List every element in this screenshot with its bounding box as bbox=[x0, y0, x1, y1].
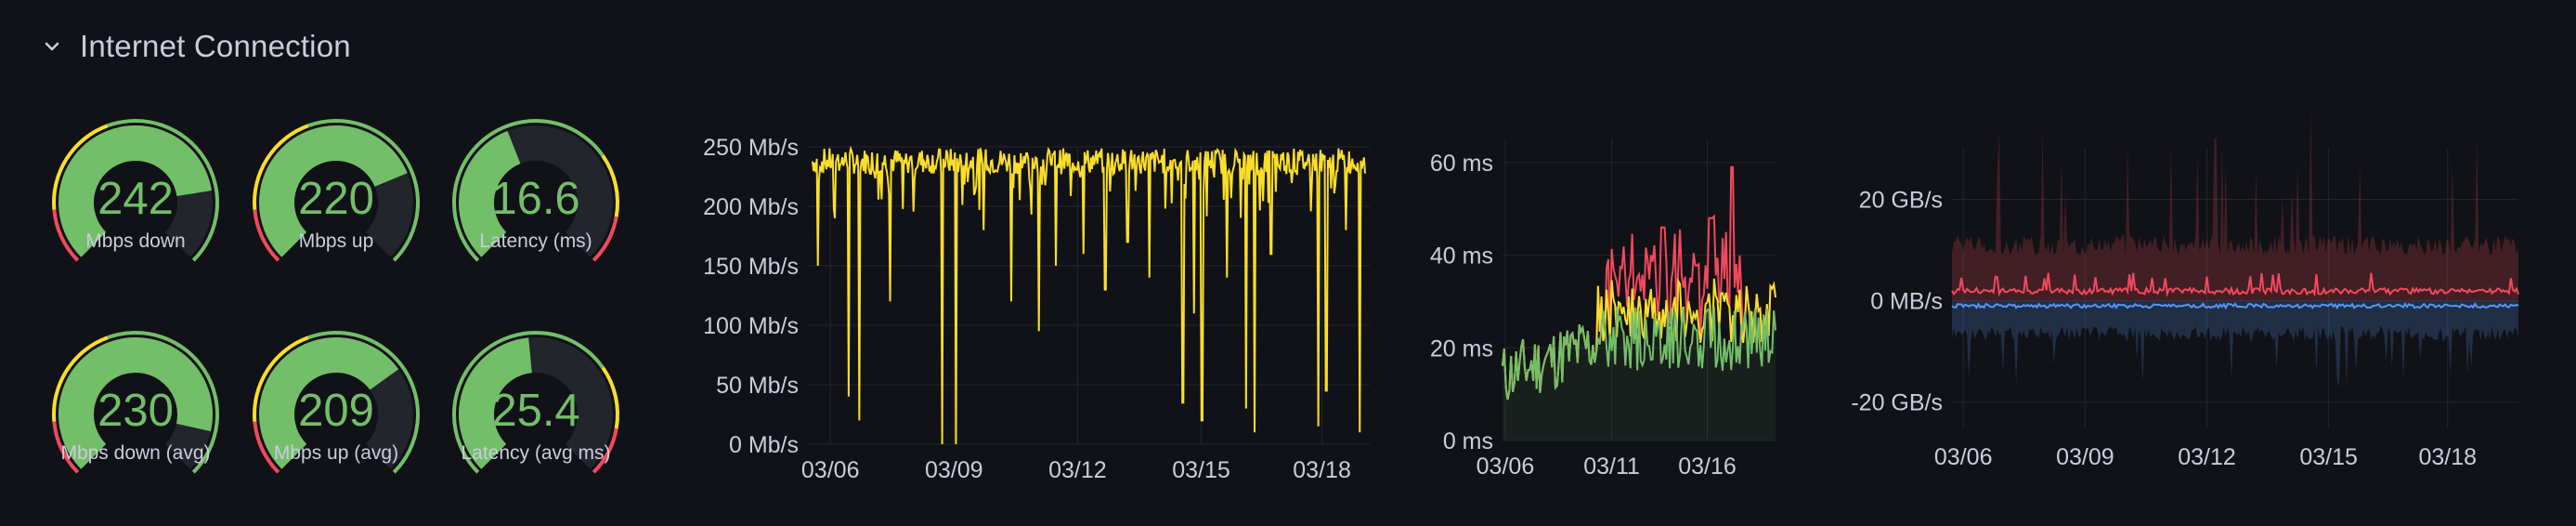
y-tick-label: 0 Mb/s bbox=[729, 432, 799, 458]
gauge-label: Mbps up bbox=[298, 230, 374, 252]
x-tick-label: 03/16 bbox=[1678, 454, 1737, 480]
x-tick-label: 03/06 bbox=[1477, 454, 1535, 480]
gauge-threshold-arc bbox=[52, 421, 80, 474]
gauge-latency: 16.6 Latency (ms) bbox=[443, 110, 629, 296]
gauge-value-arc bbox=[59, 337, 213, 469]
gauge-label: Mbps down (avg) bbox=[60, 442, 211, 464]
x-tick-label: 03/15 bbox=[1172, 457, 1230, 483]
y-tick-label: 0 MB/s bbox=[1870, 289, 1943, 315]
y-tick-label: 60 ms bbox=[1430, 151, 1493, 177]
chevron-down-icon[interactable] bbox=[41, 35, 63, 58]
bandwidth-series-line bbox=[812, 145, 1366, 445]
gauge-threshold-arc bbox=[52, 335, 109, 422]
x-tick-label: 03/15 bbox=[2299, 444, 2358, 470]
bandwidth-panel[interactable]: 0 Mb/s 50 Mb/s 100 Mb/s 150 Mb/s 200 Mb/s 250… bbox=[650, 112, 1374, 506]
x-tick-label: 03/18 bbox=[1293, 457, 1351, 483]
gauge-value: 220 bbox=[298, 174, 374, 224]
gauge-value-arc bbox=[459, 130, 522, 257]
traffic-upload-area bbox=[1952, 300, 2518, 388]
gauge-threshold-arc bbox=[107, 119, 219, 262]
gauge-threshold-arc bbox=[253, 421, 280, 474]
y-tick-label: 200 Mb/s bbox=[703, 194, 799, 220]
gauge-threshold-arc bbox=[253, 209, 280, 262]
x-tick-label: 03/09 bbox=[2056, 444, 2114, 470]
x-tick-label: 03/12 bbox=[2178, 444, 2236, 470]
latency-panel[interactable]: 0 ms 20 ms 40 ms 60 ms 03/06 03/11 03/16 bbox=[1393, 112, 1802, 506]
gauge-threshold-arc bbox=[451, 330, 605, 474]
gauge-value: 16.6 bbox=[491, 174, 580, 224]
gauge-dial bbox=[451, 330, 619, 474]
gauge-mbps-up: 220 Mbps up bbox=[243, 110, 429, 296]
y-tick-label: 40 ms bbox=[1430, 243, 1493, 270]
y-tick-label: 250 Mb/s bbox=[703, 135, 799, 161]
gauge-threshold-arc bbox=[592, 427, 618, 474]
row-title: Internet Connection bbox=[80, 29, 351, 63]
gauge-mbps-up-avg: 209 Mbps up (avg) bbox=[243, 322, 429, 507]
y-tick-label: 0 ms bbox=[1443, 428, 1493, 454]
traffic-chart[interactable]: -20 GB/s 0 MB/s 20 GB/s 03/06 03/09 03/12 03/1… bbox=[1839, 107, 2544, 502]
gauge-threshold-arc bbox=[253, 335, 309, 422]
gauge-dial bbox=[253, 119, 420, 262]
gauge-dial bbox=[52, 331, 219, 474]
latency-series-green bbox=[1502, 306, 1776, 401]
gauge-threshold-arc bbox=[307, 119, 420, 262]
x-tick-label: 03/18 bbox=[2418, 444, 2477, 470]
x-tick-label: 03/06 bbox=[801, 457, 860, 483]
y-tick-label: 20 ms bbox=[1430, 335, 1493, 362]
gauge-value-arc bbox=[59, 125, 212, 257]
x-tick-label: 03/11 bbox=[1583, 454, 1640, 480]
gauge-value: 209 bbox=[298, 386, 374, 436]
gauge-value: 25.4 bbox=[491, 386, 580, 436]
gauge-label: Mbps up (avg) bbox=[273, 442, 399, 464]
x-tick-label: 03/09 bbox=[925, 457, 983, 483]
traffic-download-area bbox=[1952, 107, 2518, 301]
gauge-label: Latency (avg ms) bbox=[461, 442, 611, 464]
x-tick-label: 03/12 bbox=[1048, 457, 1107, 483]
y-tick-label: -20 GB/s bbox=[1851, 390, 1943, 416]
gauge-threshold-arc bbox=[592, 216, 618, 262]
y-tick-label: 50 Mb/s bbox=[716, 373, 799, 399]
gauge-dial bbox=[52, 119, 219, 262]
bandwidth-chart[interactable]: 0 Mb/s 50 Mb/s 100 Mb/s 150 Mb/s 200 Mb/s 250… bbox=[650, 112, 1374, 502]
gauge-mbps-down: 242 Mbps down bbox=[43, 110, 228, 296]
row-header[interactable]: Internet Connection bbox=[41, 24, 351, 69]
y-tick-label: 100 Mb/s bbox=[703, 313, 799, 339]
gauge-threshold-arc bbox=[601, 154, 619, 217]
gauge-threshold-arc bbox=[307, 331, 420, 474]
gauge-threshold-arc bbox=[52, 209, 80, 262]
gauge-threshold-arc bbox=[52, 124, 109, 210]
latency-chart[interactable]: 0 ms 20 ms 40 ms 60 ms 03/06 03/11 03/16 bbox=[1393, 112, 1802, 502]
y-tick-label: 150 Mb/s bbox=[703, 254, 799, 280]
x-tick-label: 03/06 bbox=[1934, 444, 1993, 470]
traffic-upload-line bbox=[1951, 302, 2519, 310]
gauge-value: 242 bbox=[98, 174, 174, 224]
gauge-mbps-down-avg: 230 Mbps down (avg) bbox=[43, 322, 228, 507]
gauge-threshold-arc bbox=[107, 331, 219, 474]
gauge-threshold-arc bbox=[253, 124, 309, 210]
gauge-dial bbox=[451, 118, 619, 262]
gauge-threshold-arc bbox=[451, 118, 605, 262]
gauge-threshold-arc bbox=[601, 366, 619, 429]
traffic-panel[interactable]: -20 GB/s 0 MB/s 20 GB/s 03/06 03/09 03/12 03/1… bbox=[1839, 107, 2544, 506]
gauge-dial bbox=[253, 331, 420, 474]
gauge-latency-avg: 25.4 Latency (avg ms) bbox=[443, 322, 629, 507]
gauge-label: Mbps down bbox=[85, 230, 186, 252]
gauge-value-arc bbox=[259, 125, 408, 257]
gauge-label: Latency (ms) bbox=[479, 230, 592, 252]
gauge-value-arc bbox=[459, 337, 533, 469]
gauge-value: 230 bbox=[98, 386, 174, 436]
gauge-value-arc bbox=[259, 337, 399, 469]
y-tick-label: 20 GB/s bbox=[1859, 188, 1943, 214]
traffic-download-line bbox=[1951, 272, 2519, 297]
